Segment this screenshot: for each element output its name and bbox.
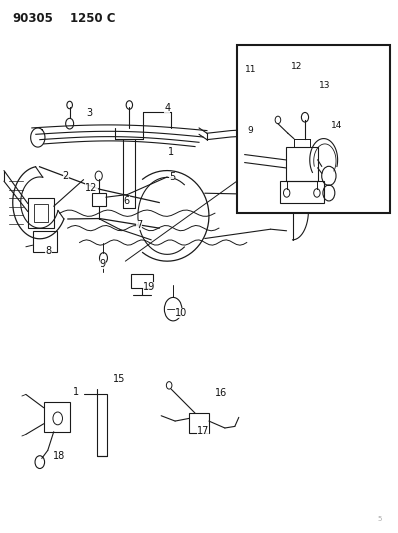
Bar xyxy=(44,402,70,432)
Text: 18: 18 xyxy=(53,451,65,461)
Text: 1250 C: 1250 C xyxy=(70,12,115,25)
Text: 16: 16 xyxy=(215,389,227,398)
Text: 14: 14 xyxy=(331,121,342,130)
Bar xyxy=(280,181,324,203)
Text: 9: 9 xyxy=(247,126,253,135)
Bar xyxy=(237,45,390,213)
Bar xyxy=(92,193,106,206)
Text: 6: 6 xyxy=(123,197,130,206)
Text: 4: 4 xyxy=(164,103,170,112)
Text: 1: 1 xyxy=(72,387,79,397)
Text: 5: 5 xyxy=(169,172,176,182)
Text: 13: 13 xyxy=(319,81,330,90)
Text: 15: 15 xyxy=(113,375,126,384)
Bar xyxy=(286,147,318,181)
Text: 7: 7 xyxy=(136,220,142,230)
Text: 11: 11 xyxy=(245,65,256,74)
Bar xyxy=(33,231,57,252)
Bar xyxy=(34,204,48,222)
Text: 1: 1 xyxy=(168,147,174,157)
Text: 17: 17 xyxy=(197,426,209,435)
Text: 10: 10 xyxy=(175,309,187,318)
Text: 2: 2 xyxy=(62,171,69,181)
Bar xyxy=(28,198,54,228)
Text: 9: 9 xyxy=(100,259,106,269)
Bar xyxy=(97,394,107,456)
Bar xyxy=(189,413,209,433)
Text: 90305: 90305 xyxy=(12,12,53,25)
Text: 19: 19 xyxy=(143,282,155,292)
Text: 5: 5 xyxy=(378,516,382,522)
Bar xyxy=(131,274,153,288)
Text: 8: 8 xyxy=(45,246,52,255)
Text: 3: 3 xyxy=(86,108,93,118)
Text: 12: 12 xyxy=(85,183,98,192)
Text: 12: 12 xyxy=(291,62,302,71)
